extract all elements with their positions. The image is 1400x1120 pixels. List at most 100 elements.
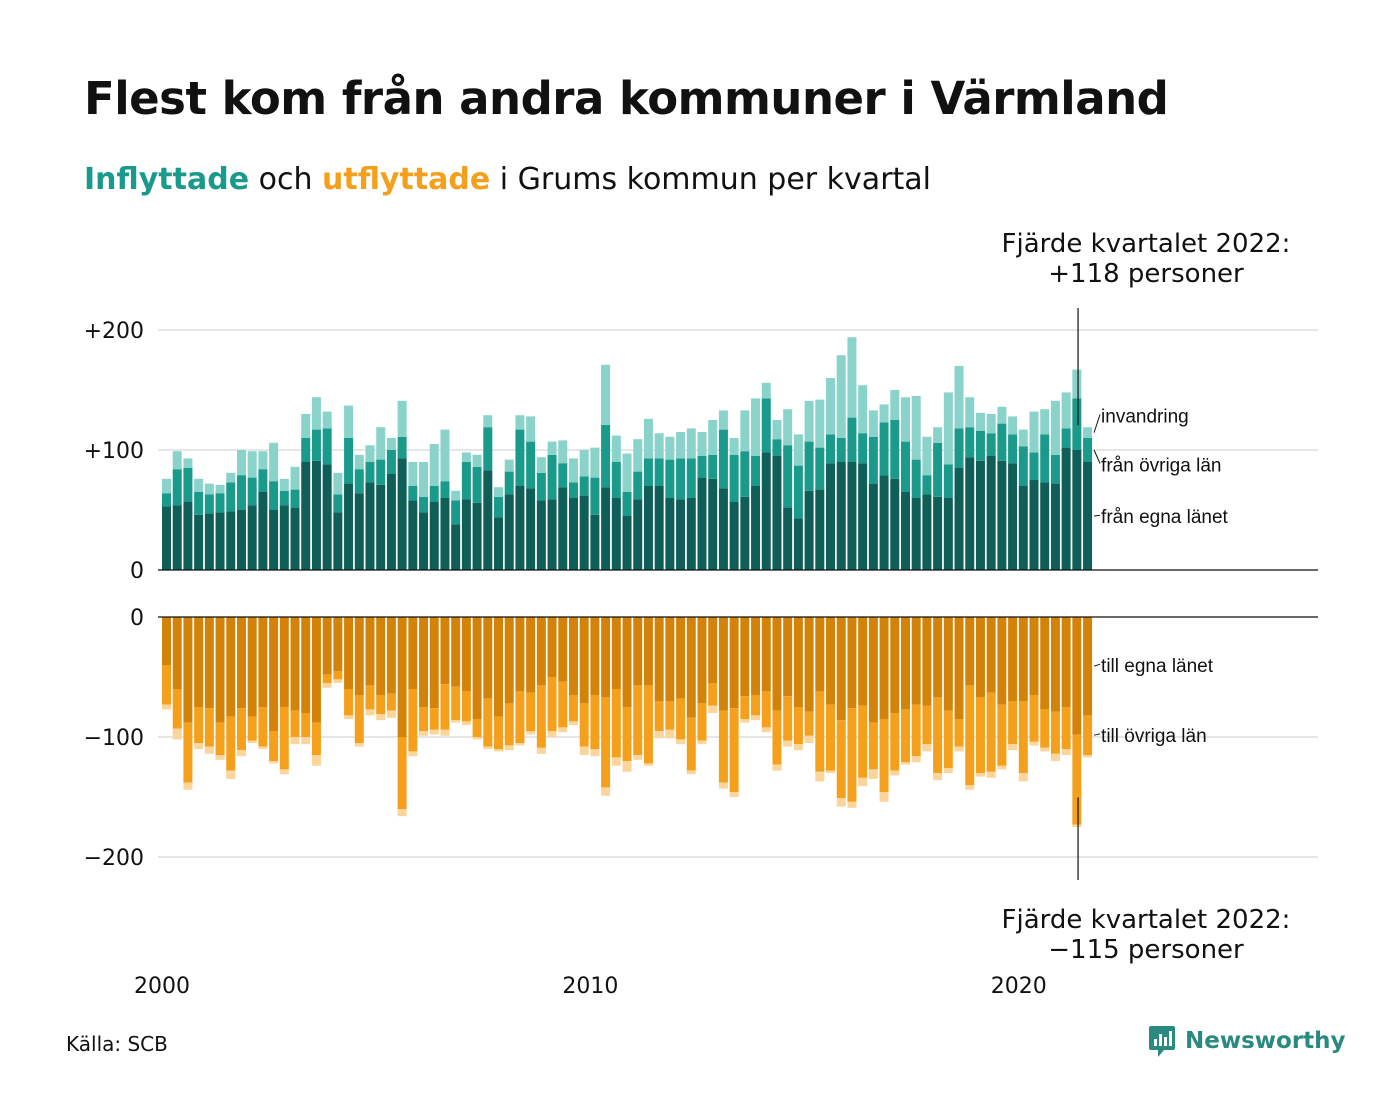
bar-emigration [729, 792, 739, 797]
bar-to-other-counties [451, 686, 461, 721]
newsworthy-logo-label: Newsworthy [1185, 1028, 1346, 1054]
bar-immigration [1061, 392, 1071, 429]
bar-from-other-counties [922, 475, 932, 495]
bar-from-other-counties [601, 424, 611, 488]
bar-to-own-county [900, 617, 910, 710]
bar-emigration [376, 714, 386, 721]
bar-from-other-counties [890, 420, 900, 479]
bar-from-own-county [826, 463, 836, 570]
bar-emigration [547, 731, 557, 737]
bar-from-other-counties [194, 492, 204, 515]
bar-to-own-county [975, 617, 985, 698]
bar-to-own-county [847, 617, 857, 709]
bar-to-own-county [826, 617, 836, 705]
bar-from-other-counties [965, 427, 975, 458]
bar-from-other-counties [783, 445, 793, 508]
bar-from-own-county [633, 499, 643, 570]
bar-to-other-counties [890, 713, 900, 771]
bar-from-other-counties [847, 417, 857, 462]
bar-to-other-counties [868, 722, 878, 770]
series-label-leader [1093, 663, 1101, 667]
bar-immigration [236, 450, 246, 476]
bar-from-own-county [1018, 486, 1028, 570]
bar-to-other-counties [344, 689, 354, 716]
bar-immigration [718, 410, 728, 430]
bar-from-own-county [751, 486, 761, 570]
x-tick-label: 2020 [991, 974, 1047, 999]
bar-to-own-county [279, 617, 289, 707]
bar-to-own-county [311, 617, 321, 723]
bar-from-own-county [729, 501, 739, 570]
bar-emigration [483, 746, 493, 749]
bar-emigration [868, 769, 878, 779]
bar-from-own-county [301, 462, 311, 570]
bar-from-own-county [1029, 480, 1039, 570]
bar-to-own-county [590, 617, 600, 695]
series-label-top: från övriga län [1101, 456, 1221, 477]
subtitle-inflyttade: Inflyttade [84, 162, 250, 197]
bar-from-own-county [568, 498, 578, 570]
bar-from-other-counties [836, 438, 846, 462]
bar-from-other-counties [183, 468, 193, 502]
bar-from-own-county [515, 486, 525, 570]
series-labels: från egna länet från övriga län invandring… [1093, 406, 1229, 747]
bar-from-other-counties [258, 469, 268, 492]
bar-immigration [247, 451, 257, 478]
bar-from-own-county [601, 487, 611, 570]
bar-to-own-county [386, 617, 396, 694]
subtitle-utflyttade: utflyttade [322, 162, 491, 197]
bar-from-own-county [836, 462, 846, 570]
bar-from-own-county [1008, 463, 1018, 570]
bar-to-own-county [933, 617, 943, 698]
bar-to-own-county [1040, 617, 1050, 710]
bar-emigration [461, 721, 471, 725]
bar-from-own-county [162, 506, 171, 570]
bar-to-other-counties [804, 711, 814, 736]
bar-to-other-counties [526, 692, 536, 731]
bar-from-other-counties [419, 496, 429, 513]
bar-to-other-counties [943, 710, 953, 769]
bar-to-other-counties [643, 685, 653, 764]
bar-immigration [1072, 369, 1082, 399]
bar-emigration [1008, 744, 1018, 751]
bar-from-own-county [654, 486, 664, 570]
bar-from-own-county [643, 486, 653, 570]
bar-from-own-county [494, 517, 504, 570]
bar-emigration [836, 798, 846, 807]
bar-from-other-counties [954, 428, 964, 468]
bar-from-other-counties [997, 423, 1007, 461]
bar-to-other-counties [879, 719, 889, 793]
bar-to-other-counties [472, 719, 482, 737]
bar-from-own-county [868, 483, 878, 570]
bar-from-own-county [333, 512, 343, 570]
bar-from-other-counties [333, 494, 343, 513]
bar-immigration [643, 418, 653, 459]
bar-from-own-county [365, 482, 375, 570]
bar-emigration [954, 746, 964, 752]
annotation-top-line2: +118 personer [1048, 259, 1244, 289]
bar-to-other-counties [504, 703, 514, 746]
bar-immigration [1083, 427, 1093, 438]
bar-immigration [601, 364, 611, 425]
bar-to-own-county [558, 617, 568, 682]
bar-to-own-county [1072, 617, 1082, 735]
bar-from-own-county [900, 492, 910, 570]
bar-immigration [386, 438, 396, 450]
bar-to-other-counties [601, 697, 611, 788]
bar-from-other-counties [761, 398, 771, 453]
bar-emigration [269, 761, 279, 764]
bar-to-own-county [611, 617, 621, 689]
bar-to-own-county [654, 617, 664, 701]
bar-from-other-counties [461, 462, 471, 500]
bar-from-other-counties [236, 475, 246, 510]
bar-immigration [1029, 411, 1039, 453]
bar-to-own-county [290, 617, 300, 711]
bar-to-other-counties [633, 685, 643, 755]
bar-from-other-counties [579, 476, 589, 496]
bar-from-own-county [183, 501, 193, 570]
bar-to-own-county [536, 617, 546, 686]
bar-to-other-counties [301, 713, 311, 737]
bar-emigration [194, 743, 204, 749]
bar-from-other-counties [279, 490, 289, 506]
bar-from-other-counties [429, 486, 439, 502]
